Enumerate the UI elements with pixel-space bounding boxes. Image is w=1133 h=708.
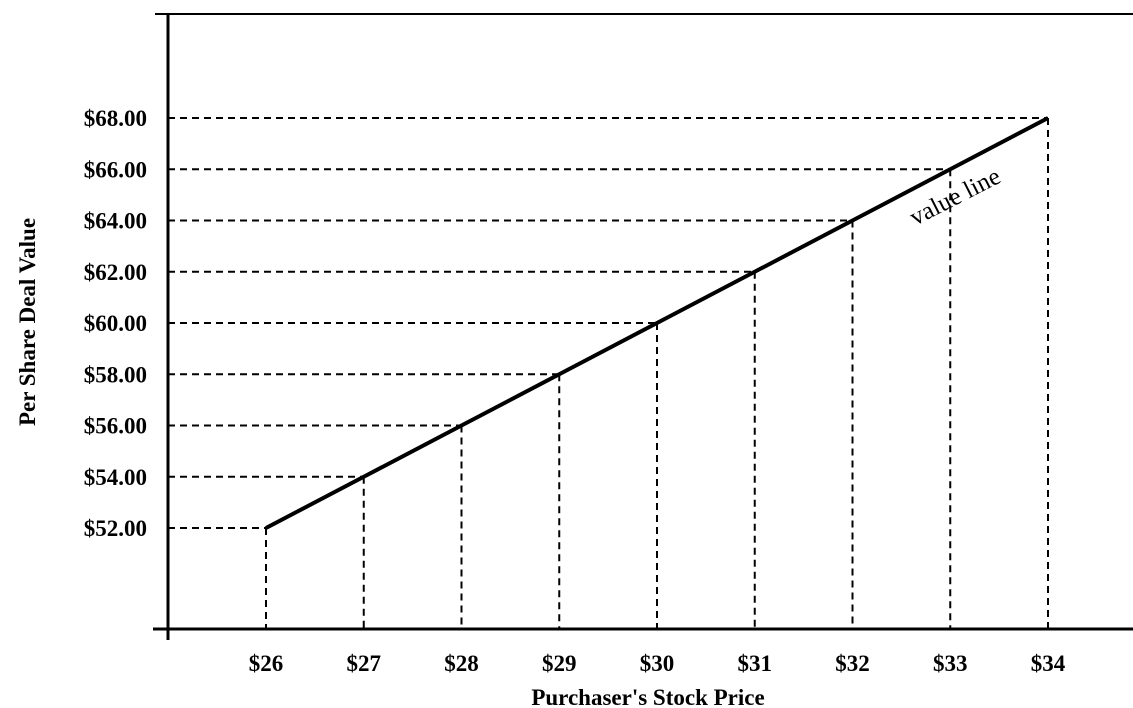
y-tick-label: $68.00 <box>84 106 147 131</box>
y-tick-labels: $52.00 $54.00 $56.00 $58.00 $60.00 $62.00 $64.… <box>84 106 147 541</box>
x-tick-label: $30 <box>640 651 675 676</box>
y-tick-label: $52.00 <box>84 516 147 541</box>
y-tick-label: $62.00 <box>84 260 147 285</box>
y-tick-label: $66.00 <box>84 157 147 182</box>
y-tick-label: $64.00 <box>84 209 147 234</box>
value-line-series <box>265 116 1049 530</box>
value-line <box>265 116 1049 530</box>
guide-lines <box>168 117 1049 629</box>
plot-frame <box>153 13 1133 640</box>
y-tick-label: $60.00 <box>84 311 147 336</box>
x-tick-label: $34 <box>1031 651 1066 676</box>
x-tick-label: $28 <box>444 651 479 676</box>
x-tick-label: $29 <box>542 651 577 676</box>
value-line-annotation: value line <box>905 163 1004 231</box>
y-tick-label: $58.00 <box>84 362 147 387</box>
x-axis-title: Purchaser's Stock Price <box>531 685 764 708</box>
x-tick-label: $31 <box>738 651 773 676</box>
x-tick-labels: $26 $27 $28 $29 $30 $31 $32 $33 $34 <box>249 651 1066 676</box>
x-tick-label: $33 <box>933 651 968 676</box>
x-tick-label: $27 <box>347 651 382 676</box>
y-tick-label: $54.00 <box>84 465 147 490</box>
y-tick-label: $56.00 <box>84 414 147 439</box>
x-tick-label: $26 <box>249 651 284 676</box>
x-tick-label: $32 <box>835 651 870 676</box>
y-axis-title: Per Share Deal Value <box>15 218 40 426</box>
